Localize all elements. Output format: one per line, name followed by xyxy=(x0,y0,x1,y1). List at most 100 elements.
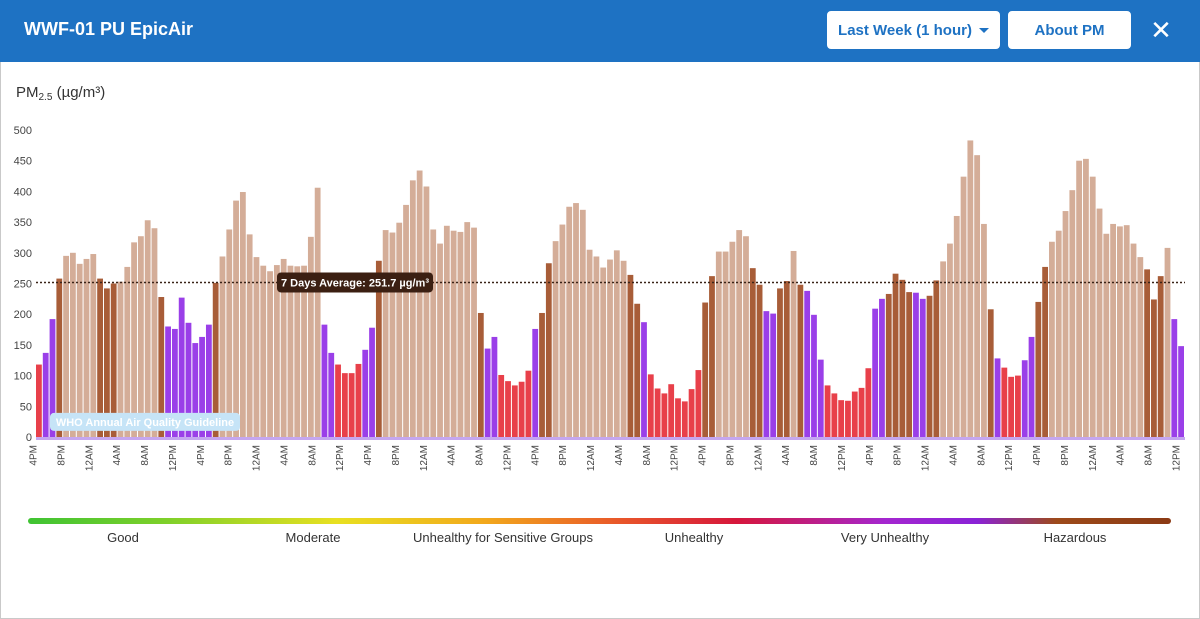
x-tick-label: 8AM xyxy=(307,445,318,466)
y-axis-label-unit: (µg/m³) xyxy=(52,84,106,101)
data-bar xyxy=(885,293,892,437)
data-bar xyxy=(423,186,430,437)
data-bar xyxy=(1164,247,1171,437)
about-pm-button[interactable]: About PM xyxy=(1008,11,1131,49)
y-tick-label: 250 xyxy=(14,279,32,291)
data-bar xyxy=(960,176,967,437)
data-bar xyxy=(865,368,872,437)
data-bar xyxy=(178,297,185,437)
x-tick-label: 4PM xyxy=(865,445,876,466)
aqi-legend-label: Good xyxy=(107,530,139,545)
y-tick-label: 350 xyxy=(14,217,32,229)
data-bar xyxy=(233,200,239,437)
data-bar xyxy=(607,259,613,437)
y-tick-label: 300 xyxy=(14,248,32,260)
data-bar xyxy=(1130,243,1137,437)
data-bar xyxy=(586,249,593,437)
data-bar xyxy=(403,204,409,437)
data-bar xyxy=(879,298,885,437)
data-bar xyxy=(913,292,919,437)
data-bar xyxy=(797,284,804,437)
data-bar xyxy=(1144,269,1151,437)
data-bar xyxy=(545,263,552,437)
data-bar xyxy=(579,209,586,437)
y-tick-label: 100 xyxy=(14,371,32,383)
data-bar xyxy=(314,187,321,437)
data-bar xyxy=(382,230,389,437)
data-bar xyxy=(219,256,226,437)
data-bar xyxy=(953,215,960,437)
data-bar xyxy=(1157,276,1164,437)
x-tick-label: 8AM xyxy=(976,445,987,466)
x-tick-label: 4AM xyxy=(112,445,123,466)
y-tick-label: 200 xyxy=(14,309,32,321)
x-tick-label: 4AM xyxy=(447,445,458,466)
x-tick-label: 8AM xyxy=(642,445,653,466)
data-bar xyxy=(790,250,797,437)
data-bar xyxy=(1028,336,1035,437)
data-bar xyxy=(409,180,416,437)
data-bar xyxy=(362,349,369,437)
data-bar xyxy=(355,363,362,437)
data-bar xyxy=(899,279,906,437)
data-bar xyxy=(56,278,63,437)
data-bar xyxy=(498,374,505,437)
data-bar xyxy=(539,312,545,437)
data-bar xyxy=(110,283,117,437)
app-title: WWF-01 PU EpicAir xyxy=(24,19,194,39)
data-bar xyxy=(811,314,817,437)
data-bar xyxy=(851,391,858,437)
data-bar xyxy=(838,400,845,437)
data-bar xyxy=(947,243,953,437)
data-bar xyxy=(675,398,681,437)
data-bar xyxy=(430,229,437,437)
data-bar xyxy=(559,224,566,437)
data-bar xyxy=(1171,319,1178,437)
data-bar xyxy=(933,280,940,437)
x-axis-baseline xyxy=(36,437,1185,440)
aqi-legend-label: Unhealthy xyxy=(664,530,724,545)
chevron-down-icon xyxy=(978,27,989,33)
data-bar xyxy=(1110,223,1117,437)
x-tick-label: 12PM xyxy=(1172,445,1183,471)
data-bar xyxy=(926,295,933,437)
data-bar xyxy=(872,308,879,437)
x-tick-label: 12PM xyxy=(670,445,681,471)
data-bar xyxy=(117,281,124,437)
data-bar xyxy=(49,319,56,437)
close-icon[interactable]: ✕ xyxy=(1150,15,1172,45)
x-tick-label: 8PM xyxy=(391,445,402,466)
x-tick-label: 12AM xyxy=(252,445,263,471)
data-bar xyxy=(416,170,423,437)
data-bar xyxy=(722,251,729,437)
data-bar xyxy=(634,303,641,437)
x-tick-label: 4PM xyxy=(530,445,541,466)
data-bar xyxy=(437,243,443,437)
data-bar xyxy=(307,236,314,437)
x-tick-label: 12AM xyxy=(1088,445,1099,471)
x-tick-label: 4PM xyxy=(1032,445,1043,466)
x-tick-label: 12AM xyxy=(586,445,597,471)
app-header: WWF-01 PU EpicAir Last Week (1 hour) Abo… xyxy=(0,0,1200,62)
x-tick-label: 4AM xyxy=(279,445,290,466)
aqi-legend-label: Very Unhealthy xyxy=(840,530,930,545)
data-bar xyxy=(1055,230,1062,437)
data-bar xyxy=(1096,208,1103,437)
average-tooltip-label: 7 Days Average: 251.7 µg/m³ xyxy=(281,277,429,289)
data-bar xyxy=(151,228,158,437)
data-bar xyxy=(1123,225,1130,437)
x-tick-label: 8PM xyxy=(56,445,67,466)
data-bar xyxy=(199,336,205,437)
data-bar xyxy=(1021,360,1028,437)
x-tick-label: 12PM xyxy=(1004,445,1015,471)
time-range-dropdown[interactable]: Last Week (1 hour) xyxy=(827,11,1000,49)
data-bar xyxy=(1049,241,1055,437)
data-bar xyxy=(824,385,831,437)
data-bar xyxy=(1076,160,1083,437)
data-bar xyxy=(743,236,749,437)
x-tick-label: 4AM xyxy=(614,445,625,466)
pm25-bar-chart: 0 50 100 150 200 250 300 350 400 450 500 7 Days Ave… xyxy=(14,125,1185,471)
y-axis-label-subscript: 2.5 xyxy=(38,92,53,103)
aqi-legend: Good Moderate Unhealthy for Sensitive Grou… xyxy=(28,530,1171,550)
y-tick-label: 150 xyxy=(14,340,32,352)
